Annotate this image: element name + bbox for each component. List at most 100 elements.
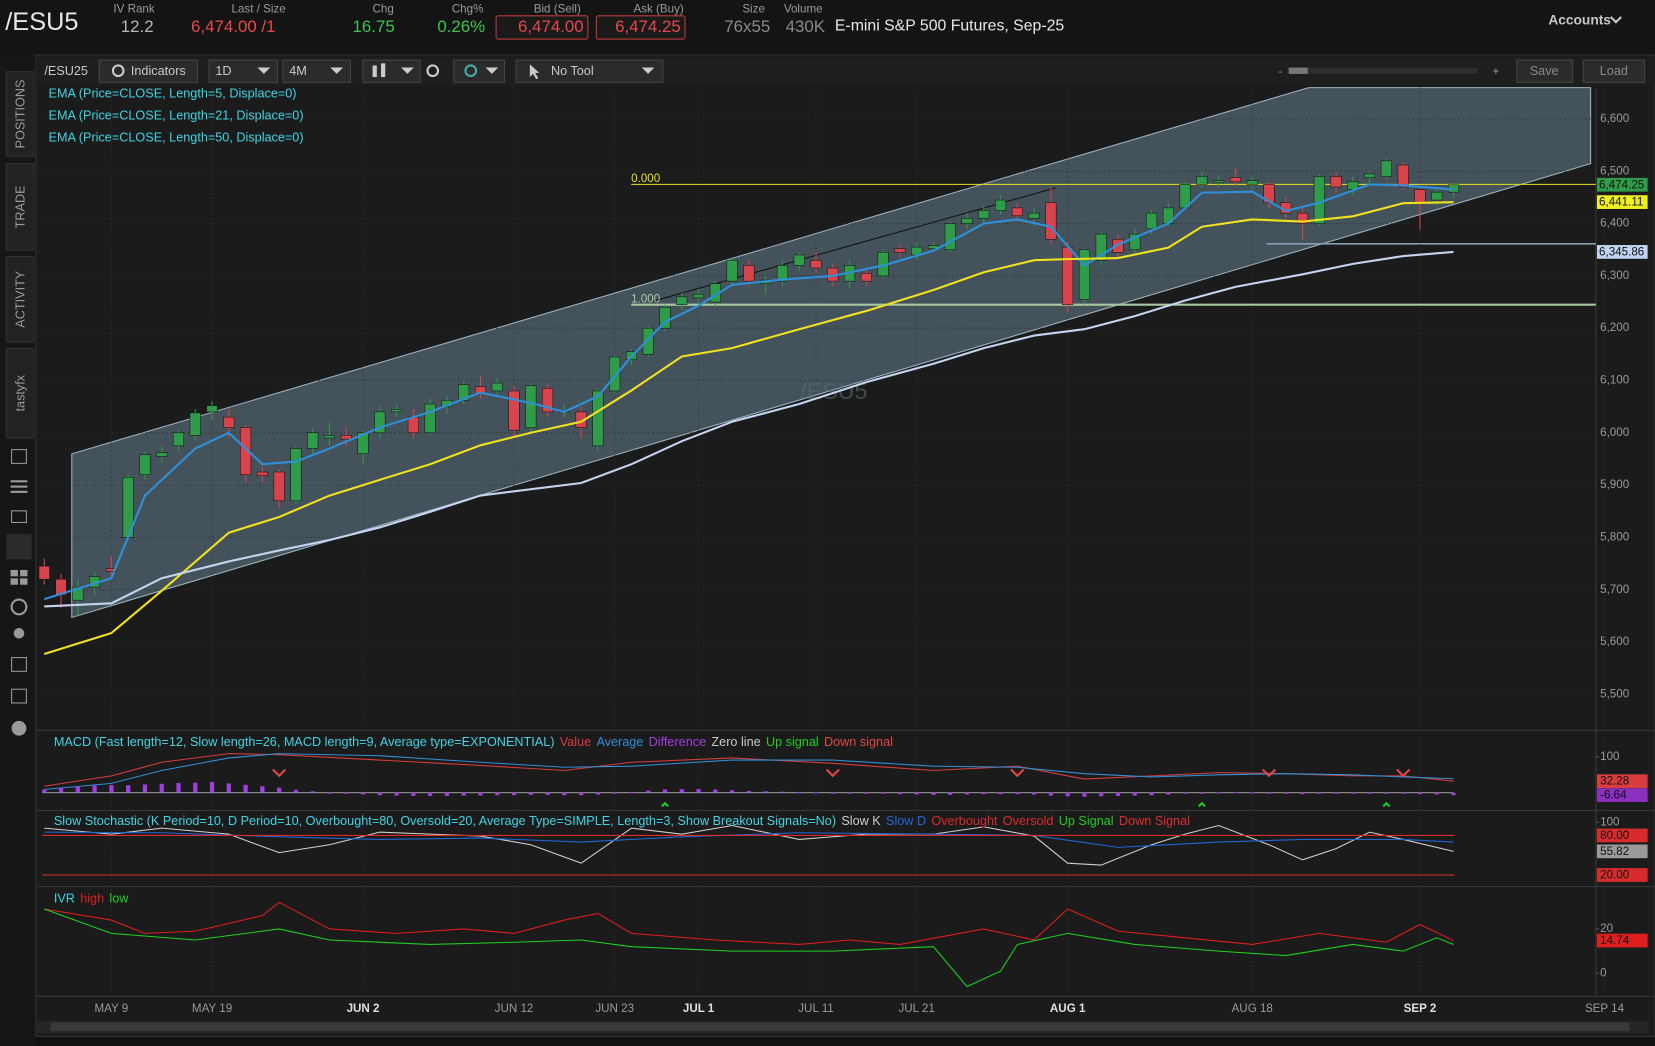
field-value: 16.75 xyxy=(353,17,395,36)
field-value[interactable]: 6,474.00 xyxy=(518,17,584,36)
candle-body xyxy=(1263,184,1275,203)
icon[interactable] xyxy=(11,657,27,672)
icon[interactable] xyxy=(10,480,28,483)
candle-body xyxy=(189,412,201,436)
candle-body xyxy=(525,385,537,428)
icon[interactable] xyxy=(20,578,28,585)
histogram-bar xyxy=(411,792,416,796)
candle-body xyxy=(1095,233,1107,261)
x-tick-label: AUG 1 xyxy=(1050,1002,1086,1015)
value-tag-label: 14.74 xyxy=(1600,934,1630,947)
candle-body xyxy=(374,411,386,434)
tool-select[interactable] xyxy=(515,59,664,83)
study-title: MACD (Fast length=12, Slow length=26, MA… xyxy=(54,735,555,749)
aggregation-value[interactable]: 1D xyxy=(215,64,231,78)
tab[interactable] xyxy=(5,347,35,439)
price-box[interactable] xyxy=(595,15,686,40)
ema-line xyxy=(44,250,1454,608)
candle-body xyxy=(743,265,755,282)
field-value: 430K xyxy=(786,17,826,36)
icon[interactable] xyxy=(11,510,27,523)
style-icon xyxy=(381,63,386,78)
macd-line xyxy=(44,753,1454,791)
histogram-bar xyxy=(897,792,903,795)
ivr-line xyxy=(44,908,1454,988)
range-value[interactable]: 4M xyxy=(289,64,307,78)
icon[interactable] xyxy=(13,628,25,639)
histogram-bar xyxy=(914,792,919,795)
signal-marker xyxy=(1396,768,1411,778)
icon[interactable] xyxy=(10,598,28,616)
tab-label[interactable]: tastyfx xyxy=(13,374,27,411)
histogram-bar xyxy=(1216,792,1221,794)
histogram-bar xyxy=(813,792,819,794)
icon[interactable] xyxy=(10,569,18,577)
caret xyxy=(401,67,414,74)
accounts-menu[interactable]: Accounts xyxy=(1548,13,1611,28)
tab[interactable] xyxy=(5,255,35,343)
candle-body xyxy=(659,307,671,329)
study-legend: MACD (Fast length=12, Slow length=26, MA… xyxy=(54,735,893,749)
caret xyxy=(485,67,499,74)
zoom-thumb[interactable] xyxy=(1288,67,1308,74)
toolbar-symbol[interactable]: /ESU25 xyxy=(44,64,88,78)
histogram-bar xyxy=(176,783,181,793)
histogram-bar xyxy=(1266,792,1272,794)
icon[interactable] xyxy=(11,688,27,704)
icon-active[interactable] xyxy=(6,534,32,560)
indicators-label[interactable]: Indicators xyxy=(131,64,186,78)
candle-body xyxy=(1414,189,1426,203)
candle-body xyxy=(240,427,252,475)
tab[interactable] xyxy=(5,163,35,251)
icon[interactable] xyxy=(20,569,28,577)
field-value: 6,474.00 /1 xyxy=(191,17,275,36)
histogram-bar xyxy=(1283,792,1288,794)
trend-line[interactable] xyxy=(654,187,1056,302)
settings-icon[interactable] xyxy=(426,64,440,78)
sidebar-tabs: POSITIONS TRADE ACTIVITY tastyfx xyxy=(5,71,35,439)
field-value[interactable]: 6,474.25 xyxy=(615,17,681,36)
icon[interactable] xyxy=(11,720,27,736)
tool-value[interactable]: No Tool xyxy=(551,64,594,78)
icon[interactable] xyxy=(10,578,18,585)
aggregation-select[interactable] xyxy=(208,59,279,83)
histogram-bar xyxy=(1417,792,1423,795)
indicators-button[interactable] xyxy=(98,59,198,83)
zoom-out[interactable]: - xyxy=(1278,65,1282,78)
style-select[interactable] xyxy=(362,59,421,83)
histogram-bar xyxy=(1367,792,1372,794)
candle-body xyxy=(307,432,319,449)
load-label[interactable]: Load xyxy=(1600,64,1628,78)
field-label: IV Rank xyxy=(113,3,154,16)
candle-body xyxy=(508,390,520,431)
field-value: 0.26% xyxy=(437,17,485,36)
zoom-in[interactable]: + xyxy=(1492,65,1499,78)
zoom-track[interactable] xyxy=(1287,67,1478,74)
accounts-caret[interactable] xyxy=(1609,16,1622,24)
study-title: Slow Stochastic (K Period=10, D Period=1… xyxy=(54,815,836,829)
tab-label[interactable]: POSITIONS xyxy=(13,80,27,149)
value-tag xyxy=(1596,828,1648,843)
tab-label[interactable]: ACTIVITY xyxy=(13,270,27,328)
histogram-bar xyxy=(1099,792,1104,797)
scroll-thumb[interactable] xyxy=(50,1022,1630,1032)
icon[interactable] xyxy=(10,490,28,493)
candle-body xyxy=(1112,239,1124,253)
histogram-bar xyxy=(461,792,466,796)
load-button[interactable] xyxy=(1582,59,1645,83)
price-box[interactable] xyxy=(495,15,589,40)
range-select[interactable] xyxy=(282,59,351,83)
x-tick-label: JUL 1 xyxy=(683,1002,715,1015)
tab[interactable] xyxy=(5,71,35,157)
save-label[interactable]: Save xyxy=(1530,64,1559,78)
save-button[interactable] xyxy=(1516,59,1574,83)
icon[interactable] xyxy=(10,485,28,488)
tab-label[interactable]: TRADE xyxy=(13,185,27,228)
price-tag xyxy=(1596,245,1648,259)
icon[interactable] xyxy=(11,449,27,464)
histogram-bar xyxy=(1032,792,1037,795)
drawing-select[interactable] xyxy=(453,59,506,83)
candle-body xyxy=(1229,177,1241,183)
histogram-bar xyxy=(662,789,668,793)
candle-body xyxy=(1129,233,1141,251)
